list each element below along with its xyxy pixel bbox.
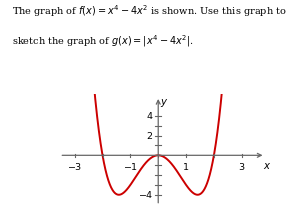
Text: $x$: $x$ xyxy=(263,161,272,171)
Text: $-1$: $-1$ xyxy=(123,161,138,172)
Text: The graph of $f(x) = x^4 - 4x^2$ is shown. Use this graph to: The graph of $f(x) = x^4 - 4x^2$ is show… xyxy=(12,3,287,19)
Text: $3$: $3$ xyxy=(238,161,245,172)
Text: sketch the graph of $g(x) = |x^4 - 4x^2|$.: sketch the graph of $g(x) = |x^4 - 4x^2|… xyxy=(12,33,193,49)
Text: $1$: $1$ xyxy=(182,161,190,172)
Text: $y$: $y$ xyxy=(160,97,169,109)
Text: $-4$: $-4$ xyxy=(138,189,153,200)
Text: $2$: $2$ xyxy=(146,130,153,141)
Text: $-3$: $-3$ xyxy=(67,161,82,172)
Text: $4$: $4$ xyxy=(146,110,153,121)
